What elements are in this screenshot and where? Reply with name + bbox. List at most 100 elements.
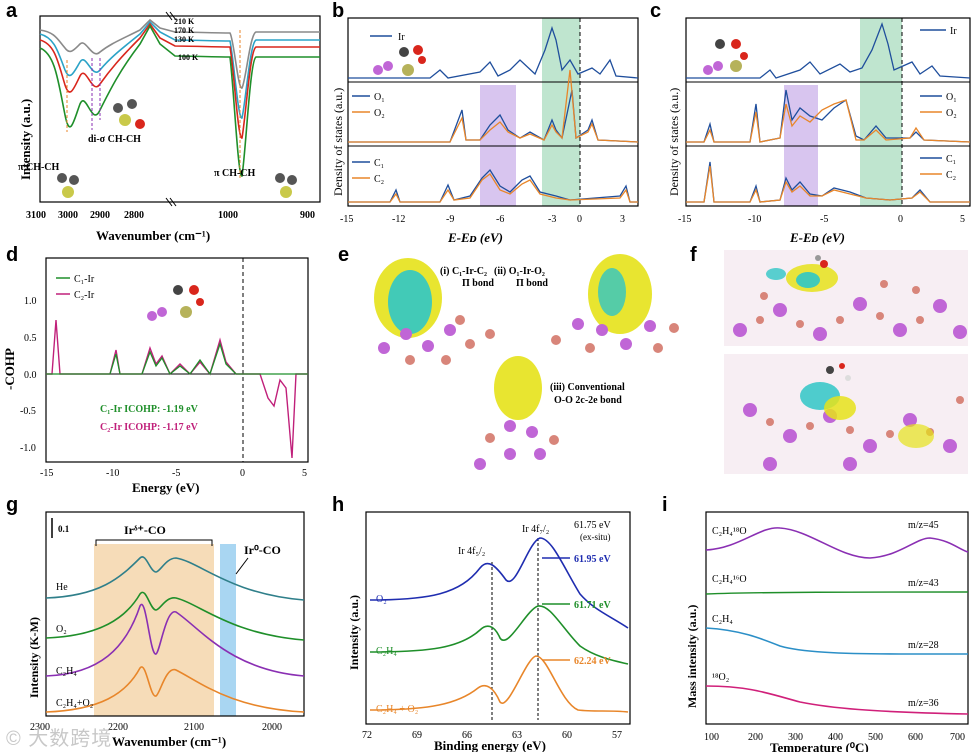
- legend-c2ir: C₂-Ir: [74, 290, 95, 301]
- series-label-c2h4-o2: C₂H₄ + O₂: [376, 704, 418, 715]
- dos-c2: [686, 165, 970, 203]
- annotation-pi-ch-left: π CH-CH: [18, 162, 60, 173]
- tick-a: 1000: [218, 210, 238, 221]
- peak-label-52: Ir 4f₅/₂: [458, 546, 485, 557]
- tick-a: 3100: [26, 210, 46, 221]
- series-label-c2h4: C₂H₄: [376, 646, 397, 657]
- panel-a-ylabel: Intensity (a.u.): [18, 99, 33, 180]
- legend-o1: O₁: [946, 92, 957, 103]
- legend-c1ir: C₁-Ir: [74, 274, 95, 285]
- panel-d-ylabel: -COHP: [2, 348, 17, 390]
- tick-i: 400: [828, 732, 843, 743]
- panel-c-xlabel: E-Eᴅ (eV): [789, 230, 845, 245]
- molecule-icon: [113, 99, 145, 129]
- tick-b: -6: [496, 214, 504, 225]
- tick-a: 3000: [58, 210, 78, 221]
- panel-g-frame: [45, 511, 305, 717]
- band-ir0: [220, 544, 236, 716]
- spectrum-c2h4: [45, 603, 305, 677]
- xtick-d: 0: [240, 468, 245, 479]
- band-label-ir0: Ir⁰-CO: [244, 543, 281, 557]
- tick-h: 57: [612, 730, 622, 741]
- panel-label-h: h: [332, 494, 345, 516]
- legend-o2: O₂: [946, 108, 957, 119]
- spectrum-170K: [39, 20, 320, 119]
- cohp-c1-ir: [46, 341, 308, 376]
- tick-g: 2200: [108, 722, 128, 733]
- orbital-isosurface-iii: [474, 356, 559, 470]
- caption-e-i-bond: Π bond: [462, 278, 494, 289]
- panel-label-g: g: [6, 494, 19, 516]
- value-o2: 61.95 eV: [574, 554, 611, 565]
- legend-ir: Ir: [950, 26, 957, 37]
- axis-break: [169, 197, 177, 207]
- series-label-o2: O₂: [56, 624, 67, 635]
- arrow-ir0: [235, 557, 249, 575]
- icohp-c1: C₁-Ir ICOHP: -1.19 eV: [100, 404, 199, 415]
- axis-break: [169, 11, 177, 21]
- dos-o2: [348, 69, 639, 143]
- tick-c: -10: [748, 214, 761, 225]
- series-label-c2h4: C₂H₄: [56, 666, 77, 677]
- panel-c-chart: Ir O₁ O₂ C₁ C₂ -15 -10 -5 0 5 E-Eᴅ (eV) …: [667, 17, 971, 245]
- tick-i: 300: [788, 732, 803, 743]
- tick-c: 0: [898, 214, 903, 225]
- bracket: [95, 539, 213, 546]
- tick-i: 200: [748, 732, 763, 743]
- value-ex-situ-note: (ex-situ): [580, 532, 611, 542]
- tick-g: 2100: [184, 722, 204, 733]
- legend-170K: 170 K: [174, 26, 195, 35]
- tick-h: 60: [562, 730, 572, 741]
- panel-b-chart: Ir O₁ O₂ C₁ C₂ -15 -12 -9 -6 -3 0 3 E-Eᴅ…: [331, 17, 639, 245]
- tick-a: 2800: [124, 210, 144, 221]
- tick-i: 500: [868, 732, 883, 743]
- legend-c1: C₁: [946, 154, 956, 165]
- legend-c1: C₁: [374, 158, 384, 169]
- panel-b-frame: [347, 17, 639, 207]
- ytick-d: 1.0: [24, 296, 37, 307]
- panel-label-f: f: [690, 244, 697, 266]
- band-label-delta: Irᵟ⁺-CO: [124, 523, 166, 537]
- series-label-18o2: ¹⁸O₂: [712, 672, 729, 683]
- cohp-c2-ir: [46, 319, 308, 459]
- xtick-d: -15: [40, 468, 53, 479]
- dos-c1: [686, 161, 970, 203]
- panel-c-frame: [685, 17, 971, 207]
- molecule-icon: [147, 285, 204, 321]
- caption-e-iii-bond: O-O 2c-2e bond: [554, 395, 622, 406]
- icohp-c2: C₂-Ir ICOHP: -1.17 eV: [100, 422, 199, 433]
- caption-e-ii-bond: Π bond: [516, 278, 548, 289]
- tick-g: 2300: [30, 722, 50, 733]
- spectrum-he: [45, 556, 305, 601]
- panel-h-chart: Ir 4f₅/₂ Ir 4f₇/₂ 61.75 eV (ex-situ) 61.…: [347, 511, 631, 752]
- band-ir-delta: [94, 544, 214, 716]
- panel-i-ylabel: Mass intensity (a.u.): [685, 605, 699, 708]
- molecule-icon: [703, 39, 748, 75]
- series-label-c2h4-o2: C₂H₄+O₂: [56, 698, 93, 709]
- mz-43: m/z=43: [908, 578, 939, 589]
- ytick-d: -0.5: [20, 406, 36, 417]
- panel-b-ylabel: Density of states (a.u.): [331, 88, 345, 196]
- tick-a: 2900: [90, 210, 110, 221]
- spectrum-210K: [39, 18, 320, 89]
- atoms-bottom: [743, 403, 957, 471]
- panel-g-chart: 0.1 Irᵟ⁺-CO Ir⁰-CO He O₂ C₂H₄ C₂H₄+O₂ 23…: [27, 511, 305, 749]
- panel-c-ylabel: Density of states (a.u.): [667, 88, 681, 196]
- mz-28: m/z=28: [908, 640, 939, 651]
- tick-i: 700: [950, 732, 965, 743]
- watermark: © 大数跨境: [6, 728, 113, 750]
- xtick-d: -10: [106, 468, 119, 479]
- legend-c2: C₂: [374, 174, 384, 185]
- orbital-isosurface-ii: [551, 254, 679, 353]
- scale-label: 0.1: [58, 524, 70, 534]
- panel-e-structures: (i) C₁-Ir-C₂ Π bond (ii) O₁-Ir-O₂ Π bond…: [374, 254, 679, 470]
- panel-label-c: c: [650, 0, 662, 22]
- value-c2h4-o2: 62.24 eV: [574, 656, 611, 667]
- panel-h-frame: [365, 511, 631, 725]
- panel-g-xlabel: Wavenumber (cm⁻¹): [112, 734, 226, 749]
- charge-density-bottom: [800, 363, 934, 448]
- panel-a-frame: [39, 15, 321, 203]
- mz-45: m/z=45: [908, 520, 939, 531]
- caption-e-iii: (iii) Conventional: [550, 382, 625, 393]
- panel-a-xlabel: Wavenumber (cm⁻¹): [96, 228, 210, 243]
